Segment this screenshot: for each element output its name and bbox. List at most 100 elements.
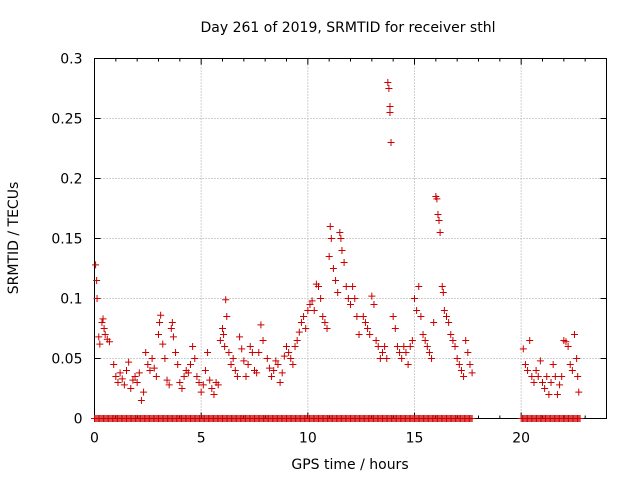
data-point xyxy=(393,343,401,350)
data-point xyxy=(96,340,104,348)
data-point xyxy=(532,367,540,374)
data-point xyxy=(123,367,130,374)
data-point xyxy=(364,325,372,332)
data-point xyxy=(353,313,361,320)
data-point xyxy=(539,379,546,386)
data-point xyxy=(564,343,572,350)
data-point xyxy=(210,391,218,398)
data-point xyxy=(222,296,230,304)
data-point xyxy=(400,343,408,350)
data-point xyxy=(551,373,559,380)
data-point xyxy=(321,319,329,326)
data-point xyxy=(304,307,312,314)
data-point xyxy=(383,355,391,362)
data-point xyxy=(438,283,446,290)
data-point xyxy=(240,357,248,365)
data-point xyxy=(291,343,299,350)
data-point xyxy=(159,340,167,348)
zero-point xyxy=(468,415,476,422)
data-point xyxy=(92,261,100,269)
data-point xyxy=(253,369,261,377)
data-point xyxy=(575,388,583,396)
data-point xyxy=(387,139,395,146)
data-point xyxy=(135,369,143,377)
y-tick-label: 0.25 xyxy=(51,112,82,128)
data-point xyxy=(553,391,561,398)
data-point xyxy=(549,361,557,368)
data-point xyxy=(184,369,192,377)
data-point xyxy=(440,307,448,314)
data-point xyxy=(227,361,235,368)
data-point xyxy=(197,388,205,396)
data-point xyxy=(259,337,267,344)
data-point xyxy=(168,319,176,326)
data-point xyxy=(114,379,122,386)
data-point xyxy=(189,343,197,350)
data-point xyxy=(332,277,340,284)
data-point xyxy=(447,331,455,338)
data-point xyxy=(571,331,578,338)
data-point xyxy=(325,253,333,260)
data-point xyxy=(219,325,226,332)
data-point xyxy=(319,313,327,320)
data-point xyxy=(156,319,164,326)
data-point xyxy=(172,349,180,356)
data-point xyxy=(402,349,410,356)
data-point xyxy=(98,319,106,326)
data-point xyxy=(295,328,303,336)
data-point xyxy=(100,325,108,332)
data-point xyxy=(118,375,126,383)
y-tick-label: 0.05 xyxy=(51,352,82,368)
data-point xyxy=(562,338,570,346)
data-point xyxy=(384,79,392,86)
data-point xyxy=(574,373,582,380)
data-point xyxy=(176,379,184,386)
data-point xyxy=(558,373,566,380)
x-tick-label: 0 xyxy=(90,431,99,447)
data-point xyxy=(157,311,165,319)
data-point xyxy=(297,319,305,326)
data-point xyxy=(105,338,113,346)
data-point xyxy=(133,379,141,386)
data-point xyxy=(344,295,352,302)
data-point xyxy=(208,385,216,392)
data-point xyxy=(337,235,345,242)
data-point xyxy=(199,381,207,389)
data-point xyxy=(191,355,199,362)
data-point xyxy=(315,283,322,290)
data-point xyxy=(326,223,334,230)
data-point xyxy=(398,355,406,362)
data-point xyxy=(391,325,399,332)
data-point xyxy=(95,333,103,341)
data-point xyxy=(366,331,374,338)
data-point xyxy=(370,301,378,308)
data-point xyxy=(293,337,301,344)
data-point xyxy=(379,349,386,356)
data-point xyxy=(457,367,465,374)
data-point xyxy=(568,367,576,374)
data-point xyxy=(244,361,252,368)
data-point xyxy=(334,289,342,296)
x-tick-label: 20 xyxy=(512,431,530,447)
data-point xyxy=(112,373,120,380)
data-point xyxy=(449,337,457,344)
data-point xyxy=(127,385,135,392)
data-point xyxy=(436,229,444,236)
data-point xyxy=(347,301,354,308)
data-point xyxy=(389,313,397,320)
data-point xyxy=(396,349,404,356)
data-point xyxy=(280,352,288,360)
data-point xyxy=(349,283,357,290)
data-point xyxy=(417,313,425,320)
data-point xyxy=(547,379,555,386)
y-tick-label: 0.15 xyxy=(51,232,82,248)
data-point xyxy=(327,235,335,242)
data-point xyxy=(462,337,470,344)
data-point xyxy=(530,379,538,386)
axis-ticks: 0 5 10 15 20 0 0.05 0.1 0.15 0.2 0.25 0.3 xyxy=(51,52,607,447)
zero-point xyxy=(576,415,584,422)
data-point xyxy=(566,361,574,368)
data-point xyxy=(528,373,536,380)
data-point xyxy=(287,355,295,362)
